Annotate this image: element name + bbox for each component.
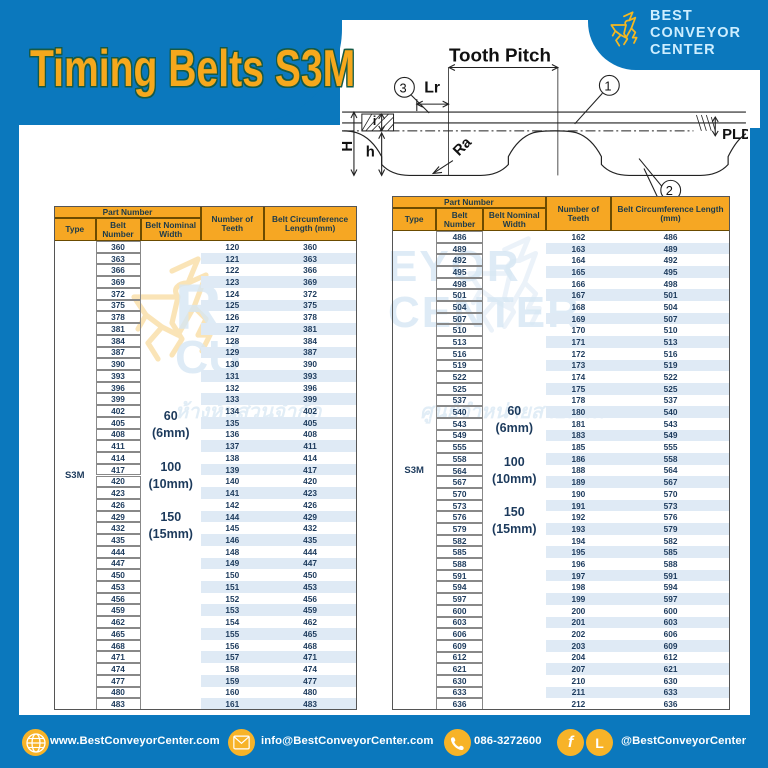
svg-text:Ra: Ra <box>450 134 475 159</box>
svg-text:i: i <box>373 113 377 128</box>
svg-text:3: 3 <box>399 80 406 95</box>
svg-text:1: 1 <box>604 78 611 93</box>
svg-text:h: h <box>366 145 375 161</box>
svg-text:PLD: PLD <box>722 127 748 143</box>
svg-text:Tooth Pitch: Tooth Pitch <box>449 45 551 66</box>
svg-text:Lr: Lr <box>424 79 440 96</box>
